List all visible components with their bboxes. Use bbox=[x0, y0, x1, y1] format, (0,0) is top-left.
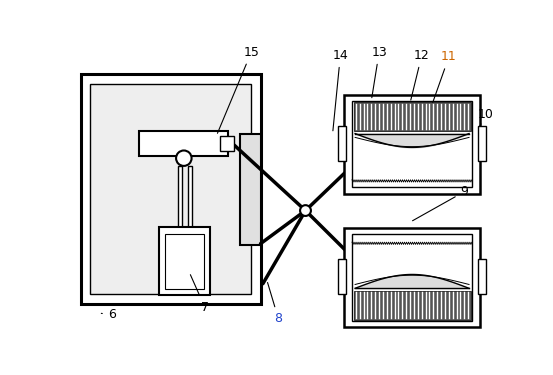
Bar bbox=[353, 291, 471, 320]
Bar bbox=[352, 101, 472, 188]
Bar bbox=[139, 131, 228, 156]
Text: 13: 13 bbox=[371, 46, 387, 98]
Bar bbox=[220, 136, 234, 151]
Text: 7: 7 bbox=[190, 275, 208, 314]
Text: 11: 11 bbox=[433, 50, 457, 102]
Bar bbox=[352, 234, 472, 321]
Text: 9: 9 bbox=[413, 185, 468, 221]
Text: 14: 14 bbox=[332, 49, 348, 131]
Bar bbox=[90, 84, 251, 294]
Text: 10: 10 bbox=[478, 108, 494, 126]
Text: 15: 15 bbox=[217, 46, 259, 133]
Bar bbox=[81, 74, 260, 304]
Text: 8: 8 bbox=[268, 282, 283, 325]
Bar bbox=[159, 228, 210, 295]
Bar bbox=[239, 134, 260, 245]
Bar bbox=[478, 126, 486, 160]
Circle shape bbox=[300, 205, 311, 216]
Bar bbox=[187, 166, 191, 228]
Bar bbox=[338, 259, 346, 294]
Bar bbox=[345, 228, 480, 327]
Bar bbox=[345, 95, 480, 194]
Bar bbox=[338, 126, 346, 160]
Bar bbox=[178, 166, 181, 228]
Bar bbox=[478, 259, 486, 294]
Text: 6: 6 bbox=[101, 308, 116, 321]
Text: 12: 12 bbox=[411, 49, 430, 100]
Bar bbox=[353, 102, 471, 131]
Bar bbox=[165, 234, 204, 289]
Circle shape bbox=[176, 150, 191, 166]
